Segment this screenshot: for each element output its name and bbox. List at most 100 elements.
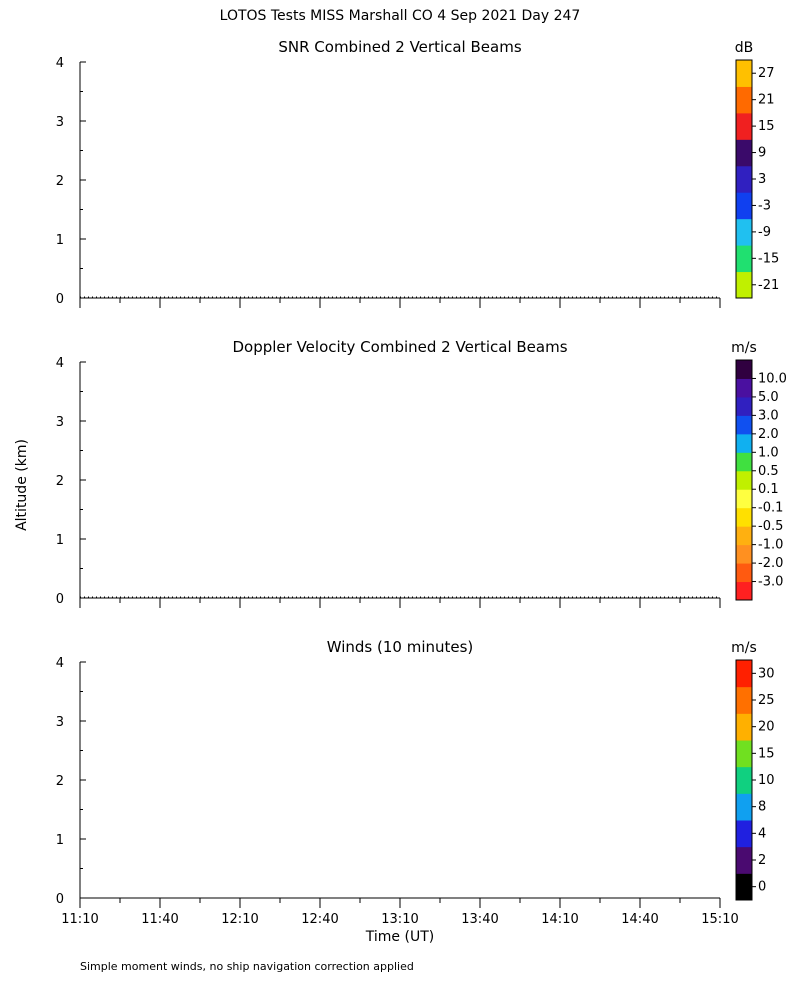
colorbar-swatch <box>736 740 752 768</box>
colorbar-unit: dB <box>735 40 754 56</box>
colorbar-swatch <box>736 112 752 140</box>
colorbar-label: -3 <box>758 198 771 213</box>
y-tick-label: 4 <box>56 56 64 71</box>
colorbar-label: 8 <box>758 800 766 815</box>
panel-1: SNR Combined 2 Vertical Beams 0 1 2 3 4 -21 -15… <box>56 38 779 308</box>
colorbar-swatch <box>736 360 752 379</box>
colorbar-unit: m/s <box>731 340 757 356</box>
colorbar-swatch <box>736 793 752 821</box>
colorbar-swatch <box>736 766 752 794</box>
colorbar-label: -0.1 <box>758 501 783 516</box>
x-tick-label: 12:40 <box>301 912 338 927</box>
colorbar-swatch <box>736 396 752 416</box>
y-tick-label: 1 <box>56 533 64 548</box>
colorbar-swatch <box>736 507 752 527</box>
colorbar-swatch <box>736 139 752 167</box>
colorbar-label: -15 <box>758 251 779 266</box>
colorbar-label: -21 <box>758 278 779 293</box>
colorbar-label: -9 <box>758 225 771 240</box>
y-tick-label: 3 <box>56 115 64 130</box>
x-tick-label: 11:10 <box>61 912 98 927</box>
panel-title: Winds (10 minutes) <box>327 638 474 656</box>
colorbar-label: 3.0 <box>758 408 779 423</box>
colorbar-label: 4 <box>758 826 766 841</box>
y-tick-label: 0 <box>56 592 64 607</box>
colorbar-swatch <box>736 581 752 601</box>
colorbar-swatch <box>736 526 752 546</box>
colorbar-swatch <box>736 660 752 688</box>
y-tick-label: 0 <box>56 292 64 307</box>
y-tick-label: 1 <box>56 833 64 848</box>
y-tick-label: 1 <box>56 233 64 248</box>
colorbar-label: 2 <box>758 853 766 868</box>
colorbar-swatch <box>736 686 752 714</box>
colorbar-frame <box>735 359 753 601</box>
y-tick-label: 3 <box>56 715 64 730</box>
y-tick-label: 0 <box>56 892 64 907</box>
x-tick-label: 14:10 <box>541 912 578 927</box>
y-tick-label: 3 <box>56 415 64 430</box>
colorbar-unit: m/s <box>731 640 757 656</box>
colorbar-label: -2.0 <box>758 556 783 571</box>
footnote: Simple moment winds, no ship navigation … <box>80 960 414 973</box>
colorbar-swatch <box>736 165 752 193</box>
panel-2: Doppler Velocity Combined 2 Vertical Bea… <box>56 338 787 608</box>
y-tick-label: 2 <box>56 174 64 189</box>
colorbar-label: 10 <box>758 773 775 788</box>
plot-area <box>80 362 720 598</box>
colorbar-label: 0.1 <box>758 482 779 497</box>
colorbar-swatch <box>736 218 752 246</box>
plot-area <box>80 662 720 898</box>
plot-area <box>80 62 720 298</box>
colorbar-swatch <box>736 489 752 509</box>
y-axis-label: Altitude (km) <box>14 439 30 531</box>
colorbar-label: -1.0 <box>758 538 783 553</box>
colorbar-swatch <box>736 86 752 114</box>
colorbar-label: 15 <box>758 746 775 761</box>
colorbar-label: 27 <box>758 66 775 81</box>
x-axis-label: Time (UT) <box>365 929 434 945</box>
colorbar-swatch <box>736 820 752 848</box>
colorbar-label: 5.0 <box>758 390 779 405</box>
x-tick-label: 14:40 <box>621 912 658 927</box>
colorbar-label: 10.0 <box>758 371 787 386</box>
colorbar-swatch <box>736 713 752 741</box>
y-tick-label: 4 <box>56 656 64 671</box>
colorbar-label: -3.0 <box>758 575 783 590</box>
colorbar-swatch <box>736 846 752 874</box>
colorbar-swatch <box>736 245 752 273</box>
colorbar-label: 20 <box>758 720 775 735</box>
colorbar-label: 25 <box>758 693 775 708</box>
x-tick-label: 13:10 <box>381 912 418 927</box>
panel-title: SNR Combined 2 Vertical Beams <box>278 38 521 56</box>
colorbar-swatch <box>736 192 752 220</box>
panel-title: Doppler Velocity Combined 2 Vertical Bea… <box>232 338 567 356</box>
colorbar-label: 3 <box>758 172 766 187</box>
colorbar-swatch <box>736 378 752 398</box>
colorbar-label: 9 <box>758 146 766 161</box>
y-tick-label: 4 <box>56 356 64 371</box>
panel-3: Winds (10 minutes) 0 1 2 3 4 11:10 11:40 12:10 12… <box>56 638 775 927</box>
panels: SNR Combined 2 Vertical Beams 0 1 2 3 4 -21 -15… <box>56 38 787 927</box>
colorbar-swatch <box>736 544 752 564</box>
x-tick-label: 15:10 <box>701 912 738 927</box>
colorbar-swatch <box>736 873 752 901</box>
colorbar-label: 15 <box>758 119 775 134</box>
colorbar-swatch <box>736 271 752 299</box>
colorbar-label: 2.0 <box>758 427 779 442</box>
colorbar-label: 1.0 <box>758 445 779 460</box>
colorbar-swatch <box>736 470 752 490</box>
y-tick-label: 2 <box>56 474 64 489</box>
colorbar-label: 0.5 <box>758 464 779 479</box>
x-tick-label: 12:10 <box>221 912 258 927</box>
colorbar-swatch <box>736 452 752 472</box>
colorbar-swatch <box>736 60 752 87</box>
colorbar-swatch <box>736 563 752 583</box>
colorbar-swatch <box>736 433 752 453</box>
colorbar-swatch <box>736 415 752 435</box>
colorbar-label: 30 <box>758 666 775 681</box>
x-tick-label: 11:40 <box>141 912 178 927</box>
figure-title: LOTOS Tests MISS Marshall CO 4 Sep 2021 … <box>220 8 581 24</box>
colorbar-label: 21 <box>758 93 775 108</box>
